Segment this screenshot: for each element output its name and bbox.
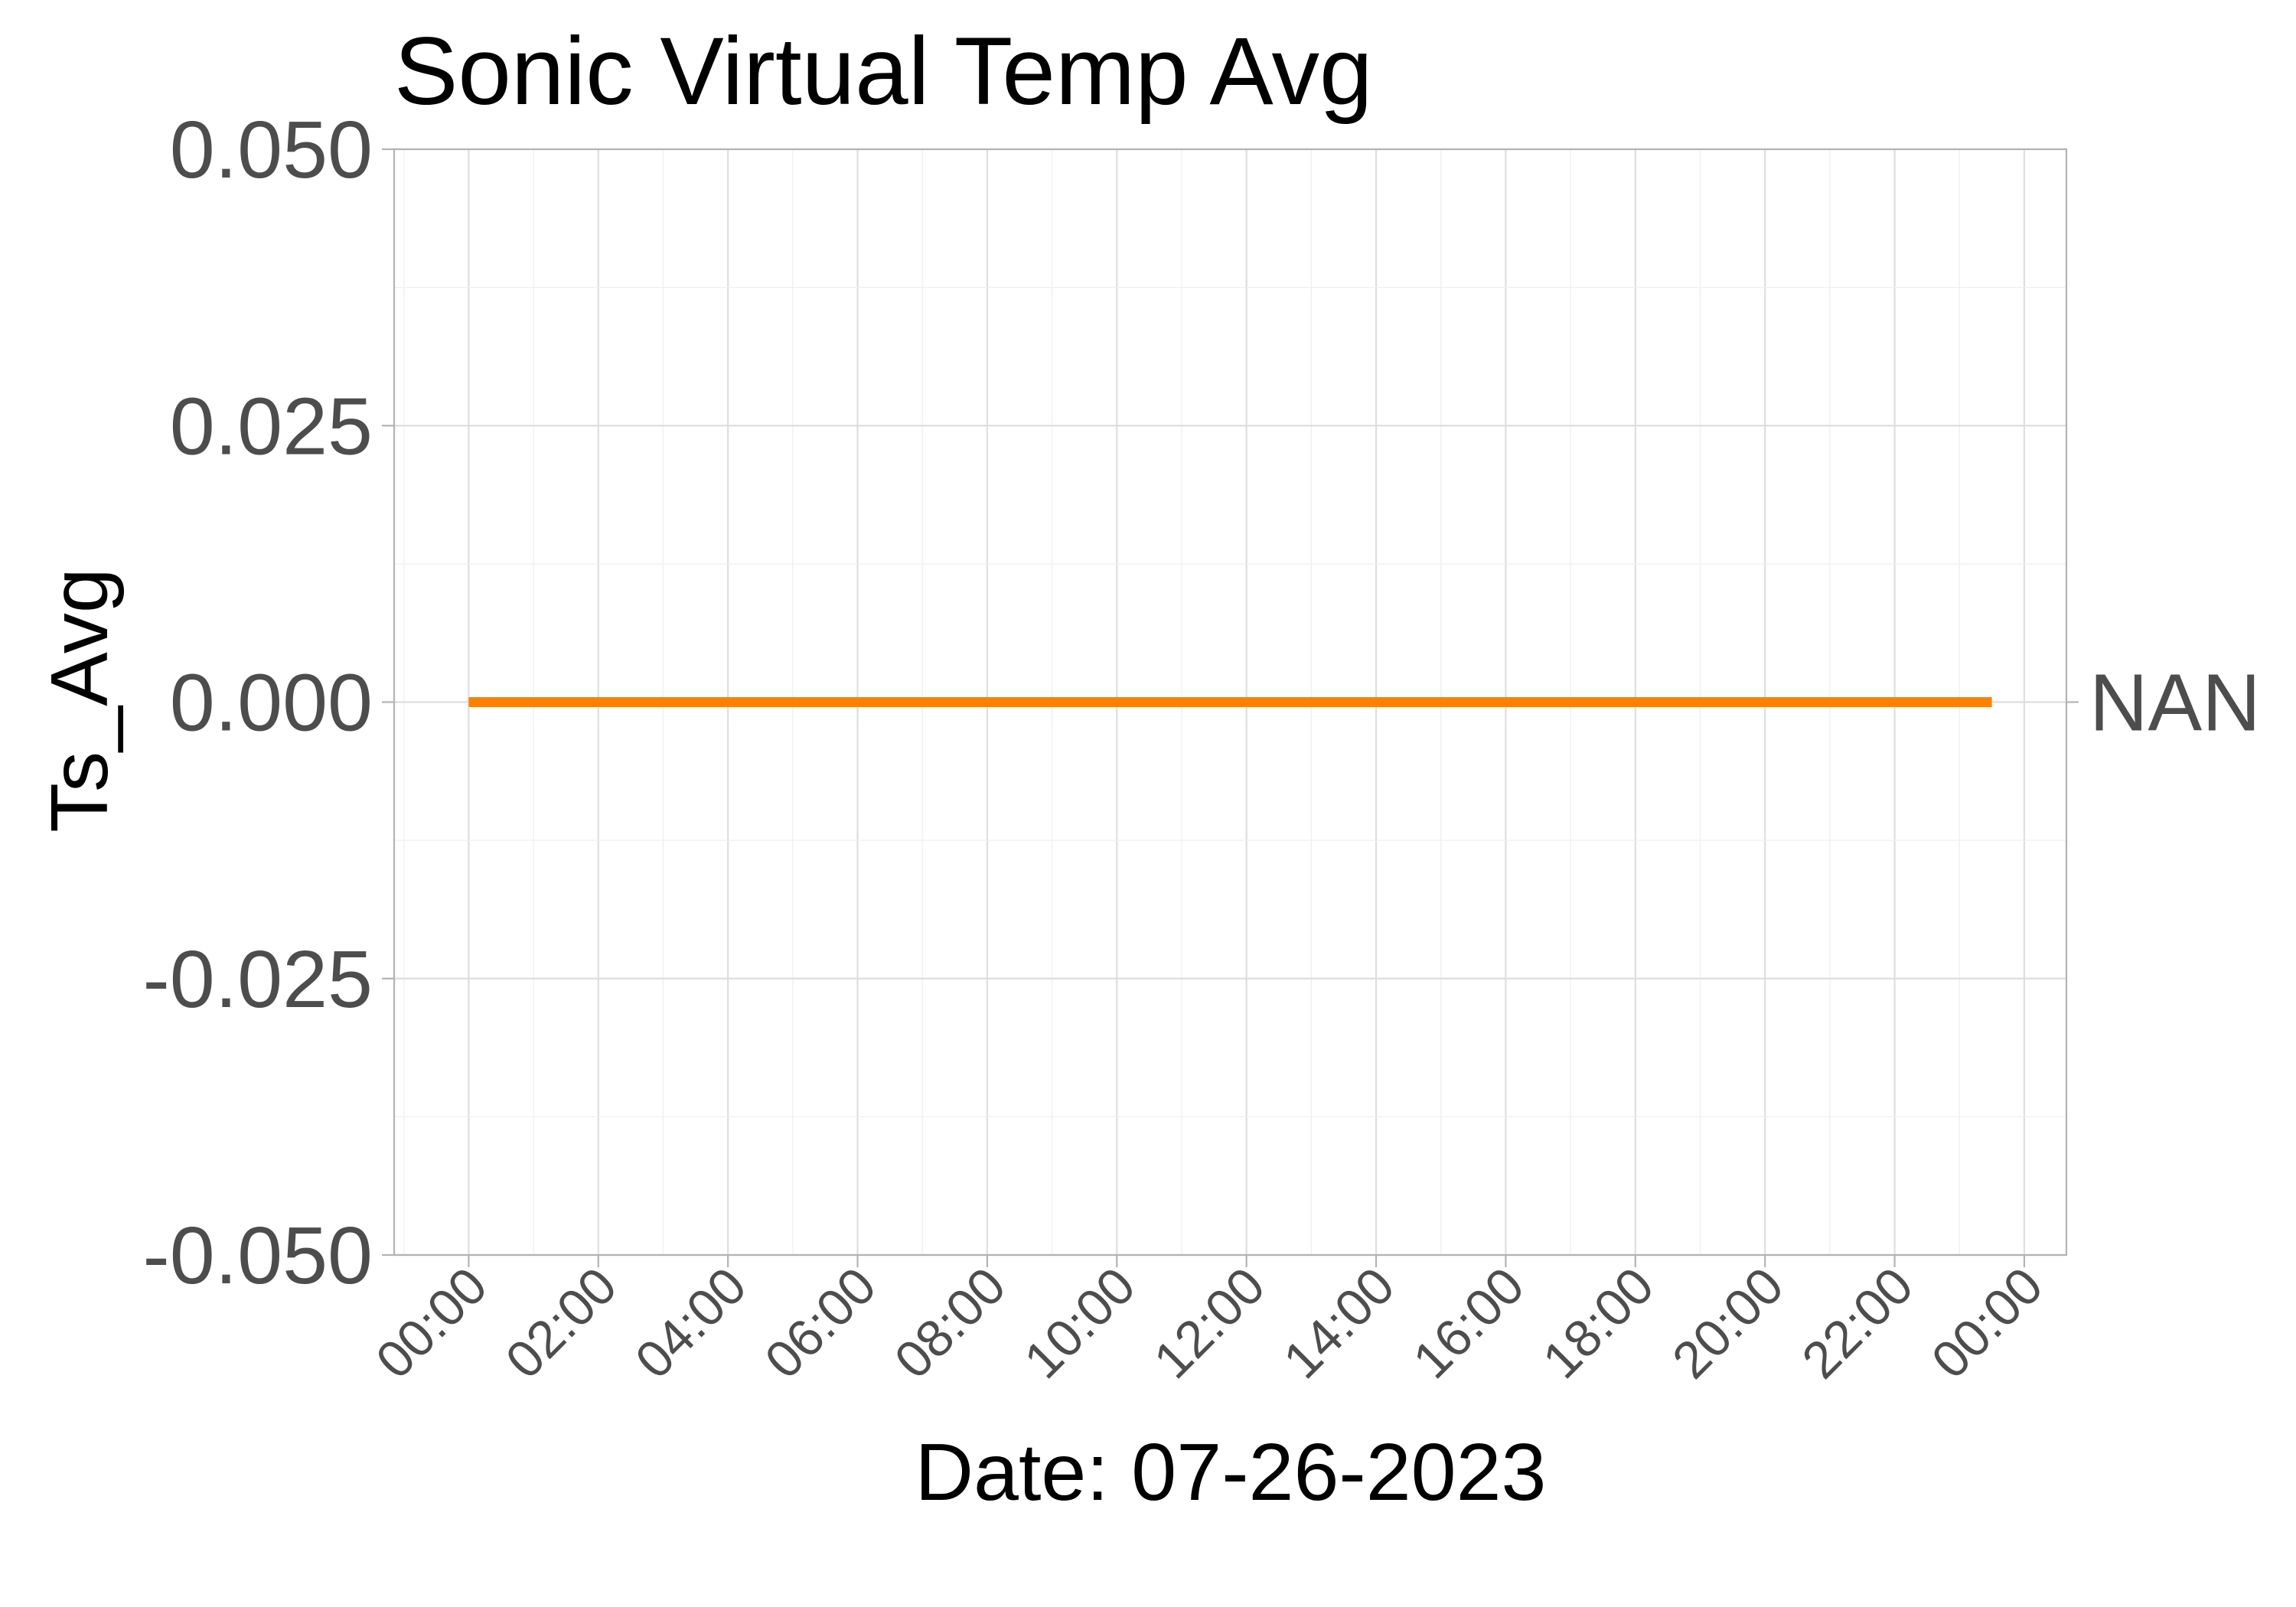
x-tick-label: 04:00: [625, 1257, 758, 1390]
x-tick-label: 06:00: [754, 1257, 887, 1390]
x-tick-label: 16:00: [1402, 1257, 1535, 1390]
chart-title: Sonic Virtual Temp Avg: [394, 18, 1373, 125]
x-tick-label: 00:00: [1920, 1257, 2053, 1390]
x-tick-label: 10:00: [1013, 1257, 1146, 1390]
axis-ticks: [382, 148, 2079, 1267]
series-layer: NAN: [468, 658, 2261, 748]
x-tick-labels: 00:0002:0004:0006:0008:0010:0012:0014:00…: [365, 1257, 2054, 1390]
x-tick-label: 02:00: [494, 1257, 628, 1390]
y-tick-label: 0.000: [170, 658, 373, 748]
y-tick-label: -0.050: [142, 1211, 373, 1301]
y-tick-label: 0.025: [170, 381, 373, 471]
x-tick-label: 22:00: [1791, 1257, 1924, 1390]
x-tick-label: 00:00: [365, 1257, 498, 1390]
y-tick-label: -0.025: [142, 934, 373, 1025]
x-tick-label: 20:00: [1662, 1257, 1795, 1390]
series-end-label: NAN: [2089, 658, 2261, 748]
y-tick-label: 0.050: [170, 105, 373, 195]
x-tick-label: 14:00: [1273, 1257, 1406, 1390]
x-axis-title: Date: 07-26-2023: [915, 1427, 1546, 1517]
x-tick-label: 18:00: [1531, 1257, 1665, 1390]
y-axis-title: Ts_Avg: [34, 568, 125, 833]
x-tick-label: 08:00: [883, 1257, 1016, 1390]
y-tick-labels: 0.050 0.025 0.000 -0.025 -0.050: [142, 105, 373, 1301]
x-tick-label: 12:00: [1143, 1257, 1276, 1390]
